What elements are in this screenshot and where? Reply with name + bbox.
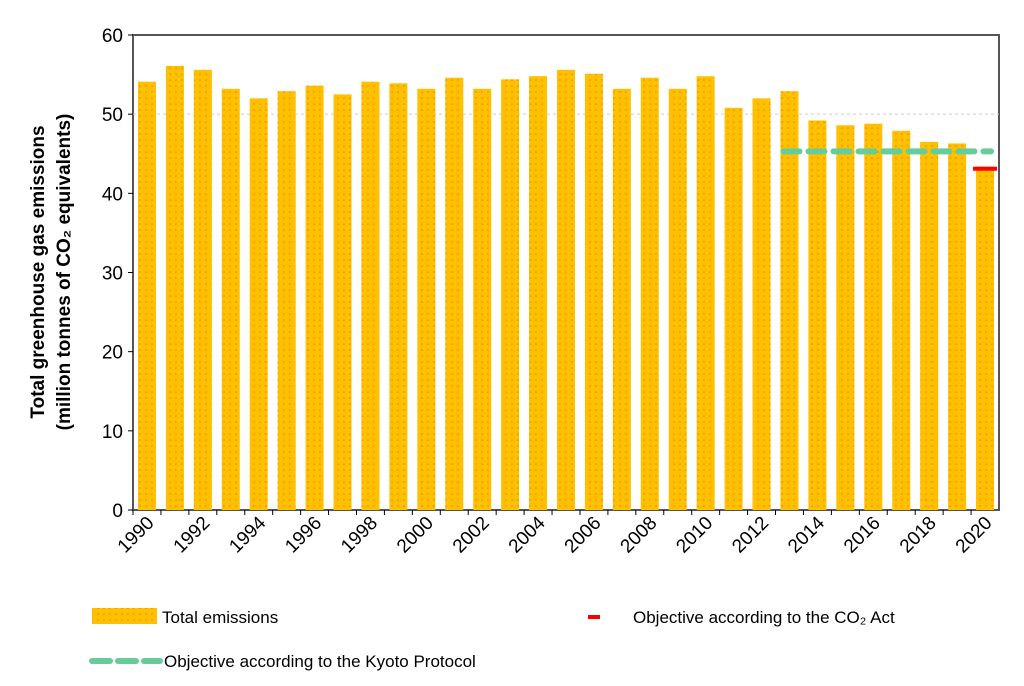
bar-2008: [640, 77, 659, 510]
bar-2006: [584, 73, 603, 511]
y-tick-label: 40: [102, 184, 123, 205]
y-tick-label: 60: [102, 26, 123, 47]
bar-2005: [557, 69, 575, 510]
x-tick-label: 2008: [617, 513, 662, 558]
x-tick-label: 1996: [281, 513, 326, 558]
bar-2012: [752, 98, 771, 510]
x-tick-label: 2006: [561, 513, 606, 558]
bar-1995: [277, 91, 296, 510]
bar-2002: [473, 88, 492, 510]
x-tick-label: 2004: [505, 512, 550, 557]
bar-2001: [445, 77, 464, 510]
bar-2018: [920, 141, 939, 510]
y-tick-label: 0: [112, 501, 123, 522]
bar-2014: [808, 120, 827, 510]
bar-2011: [724, 107, 743, 510]
legend-label-kyoto: Objective according to the Kyoto Protoco…: [164, 652, 476, 671]
x-tick-label: 2018: [896, 513, 941, 558]
bar-1997: [333, 94, 352, 510]
x-tick-label: 2012: [728, 513, 773, 558]
bar-2007: [612, 88, 631, 510]
bar-1999: [389, 83, 408, 511]
bar-2020: [976, 166, 995, 510]
bar-1992: [193, 69, 212, 510]
bar-2009: [668, 88, 687, 510]
bar-1993: [221, 88, 240, 510]
x-tick-label: 2020: [952, 513, 997, 558]
x-tick-label: 1994: [225, 512, 270, 557]
bar-1990: [137, 81, 156, 510]
y-axis-label-line1: Total greenhouse gas emissions: [28, 125, 49, 418]
legend: Total emissions Objective according to t…: [89, 608, 895, 671]
legend-swatch-total-emissions: [92, 608, 157, 624]
x-tick-label: 1998: [337, 513, 382, 558]
bar-2010: [696, 76, 715, 511]
x-tick-label: 2002: [449, 513, 494, 558]
bar-1991: [165, 65, 184, 510]
x-tick-label: 2010: [672, 513, 717, 558]
y-axis-label-line2: (million tonnes of CO₂ equivalents): [54, 114, 75, 431]
x-tick-label: 2000: [393, 513, 438, 558]
legend-label-co2-act: Objective according to the CO₂ Act: [633, 608, 895, 627]
y-tick-label: 30: [102, 264, 123, 285]
x-tick-label: 2016: [840, 513, 885, 558]
x-tick-label: 1992: [170, 513, 215, 558]
bar-2016: [864, 123, 883, 511]
legend-label-total-emissions: Total emissions: [162, 608, 278, 627]
bar-1994: [249, 98, 268, 510]
bar-2004: [529, 76, 548, 511]
bar-1998: [361, 81, 380, 510]
y-tick-label: 50: [102, 105, 123, 126]
y-tick-label: 20: [102, 343, 123, 364]
bar-2000: [417, 88, 436, 510]
y-tick-label: 10: [102, 422, 123, 443]
bar-2019: [948, 143, 967, 511]
bar-1996: [305, 85, 324, 511]
bar-2003: [501, 79, 520, 510]
bar-2015: [836, 125, 855, 510]
x-tick-label: 2014: [784, 512, 829, 557]
bar-2017: [892, 130, 911, 510]
bar-2013: [780, 91, 799, 510]
